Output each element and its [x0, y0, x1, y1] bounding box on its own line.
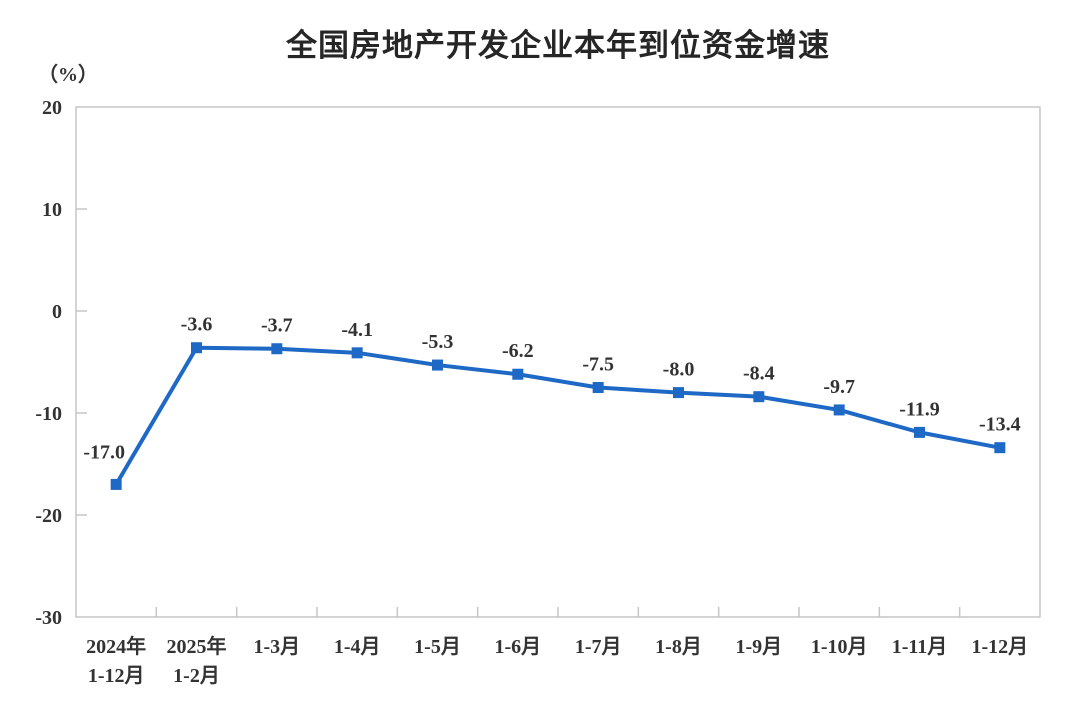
- data-point: [432, 359, 443, 371]
- data-label: -9.7: [823, 376, 855, 398]
- y-tick-label: -30: [35, 607, 62, 629]
- y-axis-unit-label: （%）: [38, 64, 98, 86]
- data-point: [994, 442, 1006, 454]
- x-tick-label: 2024年 1-12月: [86, 634, 146, 687]
- y-tick-label: -20: [35, 505, 62, 527]
- x-tick-label: 1-4月: [334, 636, 381, 658]
- data-label: -17.0: [83, 441, 125, 463]
- x-tick-label: 1-11月: [892, 636, 948, 658]
- data-point: [191, 342, 202, 354]
- x-tick-label: 1-8月: [655, 636, 702, 658]
- y-tick-label: -10: [35, 403, 62, 425]
- chart-title: 全国房地产开发企业本年到位资金增速: [286, 28, 830, 63]
- data-point: [753, 391, 765, 403]
- data-label: -11.9: [899, 398, 940, 420]
- data-label: -3.6: [181, 314, 213, 336]
- data-label: -8.0: [663, 359, 695, 381]
- y-tick-label: 0: [52, 301, 62, 323]
- x-tick-label: 1-7月: [575, 636, 622, 658]
- data-label: -3.7: [261, 315, 293, 337]
- data-point: [512, 368, 524, 380]
- data-point: [914, 426, 925, 438]
- x-tick-label: 1-10月: [811, 636, 868, 658]
- data-point: [110, 478, 122, 490]
- trend-line: [114, 345, 1002, 487]
- x-tick-label: 1-5月: [414, 636, 461, 658]
- x-tick-label: 1-6月: [494, 636, 541, 658]
- data-point: [271, 343, 283, 355]
- y-tick-label: 20: [42, 97, 62, 119]
- data-label: -5.3: [422, 331, 454, 353]
- plot-border: [75, 106, 1041, 618]
- data-label: -7.5: [582, 354, 614, 376]
- data-point: [351, 347, 363, 359]
- data-label: -6.2: [502, 340, 534, 362]
- data-point: [592, 382, 604, 393]
- data-point: [833, 404, 845, 416]
- x-tick-label: 1-3月: [253, 636, 300, 658]
- x-tick-label: 1-9月: [735, 636, 782, 658]
- data-label: -8.4: [743, 363, 775, 385]
- data-point: [673, 387, 684, 399]
- x-tick-label: 2025年 1-2月: [167, 634, 227, 687]
- y-tick-label: 10: [42, 199, 62, 221]
- data-label: -4.1: [341, 319, 373, 341]
- data-label: -13.4: [979, 414, 1021, 436]
- x-tick-label: 1-12月: [971, 636, 1028, 658]
